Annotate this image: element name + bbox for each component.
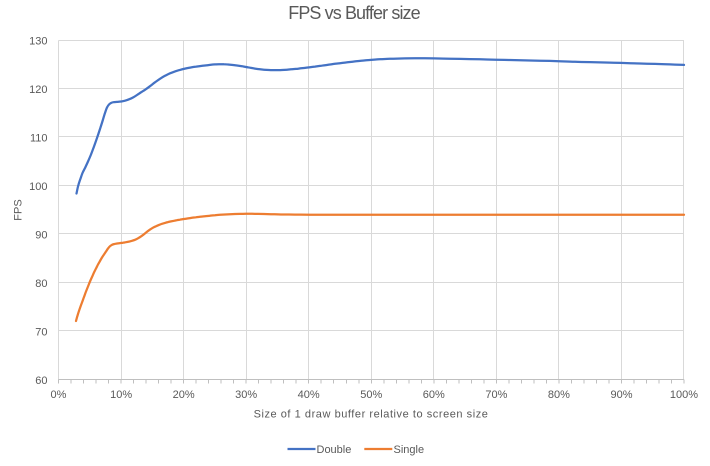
svg-text:FPS: FPS xyxy=(13,199,25,220)
svg-text:FPS vs Buffer size: FPS vs Buffer size xyxy=(288,3,420,23)
svg-text:70: 70 xyxy=(35,327,47,339)
svg-text:90%: 90% xyxy=(610,389,632,401)
svg-text:100: 100 xyxy=(29,181,47,193)
svg-text:30%: 30% xyxy=(235,389,257,401)
svg-text:120: 120 xyxy=(29,84,47,96)
svg-text:130: 130 xyxy=(29,36,47,48)
svg-text:20%: 20% xyxy=(173,389,195,401)
svg-text:0%: 0% xyxy=(51,389,67,401)
svg-text:60%: 60% xyxy=(423,389,445,401)
svg-text:40%: 40% xyxy=(298,389,320,401)
svg-text:70%: 70% xyxy=(485,389,507,401)
svg-text:80: 80 xyxy=(35,278,47,290)
svg-text:90: 90 xyxy=(35,230,47,242)
svg-text:50%: 50% xyxy=(360,389,382,401)
svg-text:Double: Double xyxy=(317,444,352,456)
svg-text:110: 110 xyxy=(30,133,48,145)
svg-text:60: 60 xyxy=(35,375,47,387)
svg-text:Size of 1 draw buffer relative: Size of 1 draw buffer relative to screen… xyxy=(254,409,489,421)
svg-text:100%: 100% xyxy=(670,389,698,401)
svg-text:10%: 10% xyxy=(110,389,132,401)
svg-text:80%: 80% xyxy=(548,389,570,401)
svg-text:Single: Single xyxy=(394,444,425,456)
